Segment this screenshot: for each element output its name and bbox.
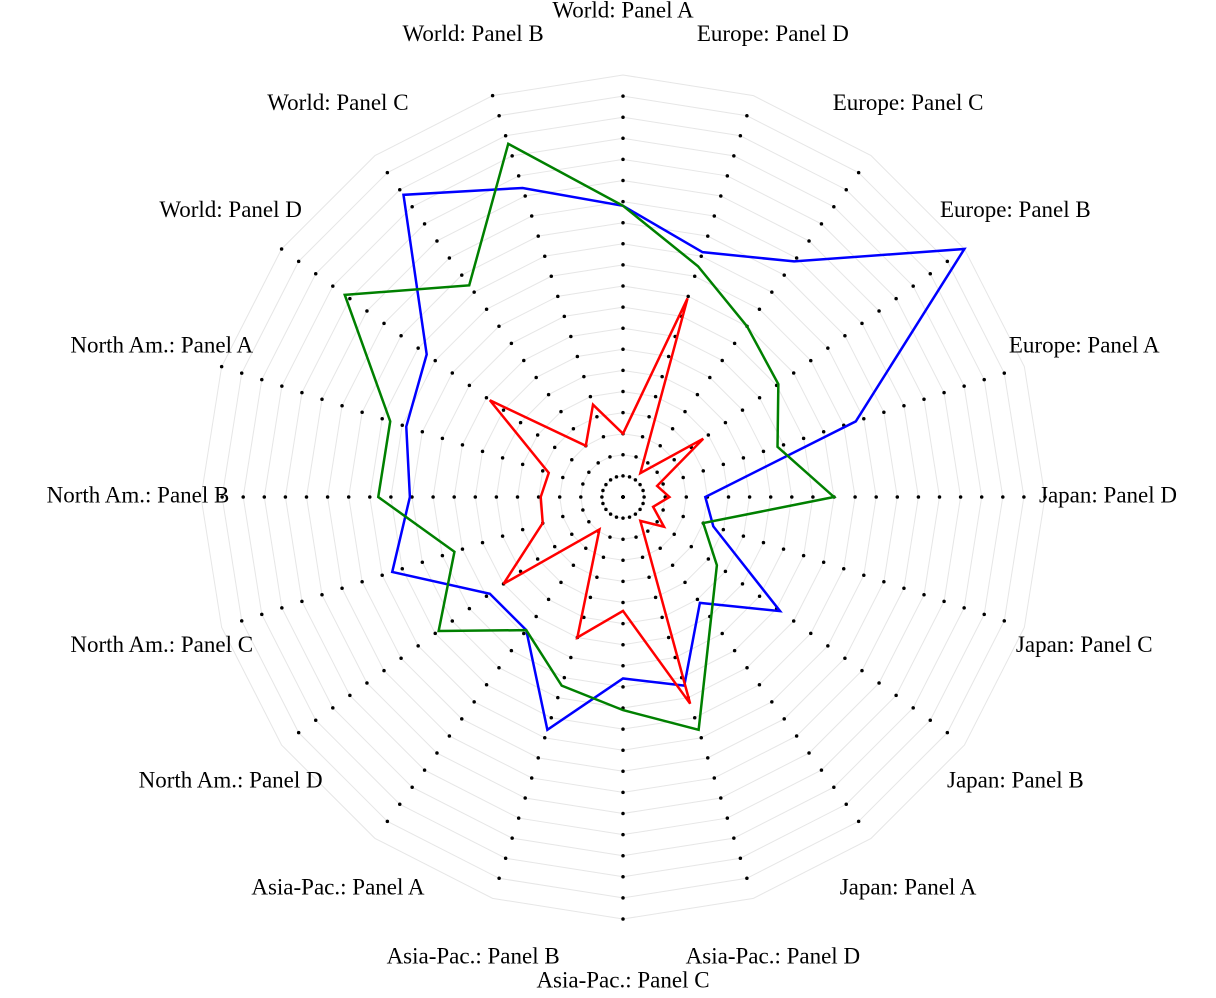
axis-label: Japan: Panel B: [947, 767, 1084, 792]
axis-label: Japan: Panel D: [1039, 482, 1177, 507]
series-line: [343, 141, 837, 732]
axis-label: Europe: Panel C: [833, 90, 984, 115]
axis-spoke: [621, 495, 873, 841]
axis-label: Japan: Panel A: [840, 875, 977, 900]
axis-spoke: [373, 153, 625, 499]
axis-label: World: Panel D: [159, 197, 302, 222]
axis-label: North Am.: Panel A: [70, 332, 253, 357]
axis-label: Asia-Pac.: Panel A: [251, 875, 424, 900]
axis-label: Asia-Pac.: Panel D: [686, 944, 860, 969]
axis-label: World: Panel C: [267, 90, 408, 115]
axis-spoke: [621, 495, 1027, 630]
axis-spoke: [621, 93, 756, 499]
series-line: [488, 297, 705, 705]
axis-label: North Am.: Panel D: [139, 767, 323, 792]
axis-label: Europe: Panel B: [940, 197, 1091, 222]
axis-label: World: Panel A: [552, 0, 694, 22]
axis-spoke: [219, 495, 625, 630]
axis-label: Europe: Panel D: [697, 21, 849, 46]
axis-spoke: [490, 495, 625, 901]
axis-spoke: [373, 495, 625, 841]
axis-spoke: [490, 93, 625, 499]
axis-spoke: [219, 364, 625, 499]
grid-ring: [200, 74, 1046, 920]
axis-label: World: Panel B: [403, 21, 544, 46]
axis-spoke: [621, 247, 967, 499]
axis-spoke: [279, 495, 625, 747]
axis-label: Asia-Pac.: Panel B: [387, 944, 560, 969]
axis-label: Japan: Panel C: [1016, 632, 1153, 657]
axis-spoke: [279, 247, 625, 499]
axis-label: Europe: Panel A: [1009, 332, 1160, 357]
series-line: [390, 186, 967, 732]
axis-label: Asia-Pac.: Panel C: [536, 967, 709, 992]
axis-label: North Am.: Panel B: [47, 482, 230, 507]
axis-spoke: [621, 364, 1027, 499]
axis-label: North Am.: Panel C: [70, 632, 253, 657]
axis-spoke: [621, 495, 967, 747]
